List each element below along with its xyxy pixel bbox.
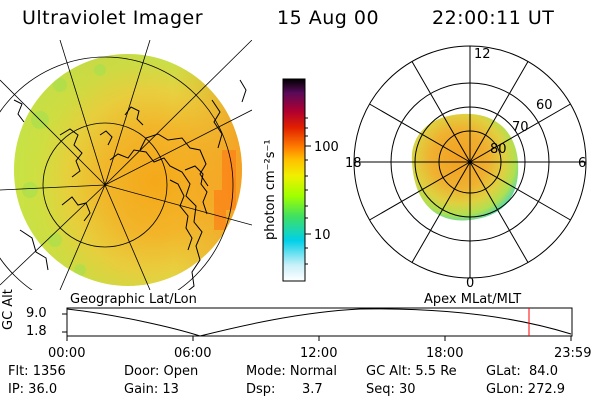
altitude-curve [66, 308, 572, 337]
mlt-12-label: 12 [474, 47, 491, 62]
mlat-60-label: 60 [536, 98, 553, 113]
geo-coastlines [13, 79, 247, 290]
mlt-6-label: 6 [578, 156, 587, 171]
polar-image [353, 45, 587, 279]
mlat-80-label: 80 [490, 142, 507, 157]
info-seq: Seq: 30 [366, 382, 416, 397]
orbit-xtick-0600: 06:00 [174, 346, 212, 361]
date-label: 15 Aug 00 [277, 7, 380, 29]
orbit-xtick-0000: 00:00 [48, 346, 86, 361]
mlat-70-label: 70 [512, 120, 529, 135]
colorbar-tick-10: 10 [314, 228, 331, 243]
info-dsp-label: Dsp: [246, 382, 276, 397]
orbit-xtick-1200: 12:00 [300, 346, 338, 361]
geo-panel-label: Geographic Lat/Lon [70, 292, 197, 307]
mlt-18-label: 18 [345, 156, 362, 171]
info-ip: IP: 36.0 [8, 382, 58, 397]
colorbar-unit-label: photon cm⁻²s⁻¹ [263, 139, 278, 240]
time-label: 22:00:11 UT [432, 7, 555, 29]
info-door: Door: Open [124, 364, 199, 379]
info-gain: Gain: 13 [124, 382, 179, 397]
info-glat: GLat: 84.0 [486, 364, 558, 379]
polar-grid [353, 45, 587, 279]
orbit-xtick-1800: 18:00 [426, 346, 464, 361]
info-gc-alt: GC Alt: 5.5 Re [366, 364, 457, 379]
info-dsp-value: 3.7 [302, 382, 323, 397]
geographic-image [0, 40, 252, 290]
orbit-ytick-min: 1.8 [26, 324, 47, 339]
geo-grid [0, 40, 252, 290]
instrument-title: Ultraviolet Imager [22, 7, 204, 29]
colorbar-scale [282, 78, 306, 282]
polar-panel-label: Apex MLat/MLT [424, 292, 522, 307]
mlt-0-label: 0 [466, 276, 475, 291]
orbit-altitude-plot [62, 307, 573, 341]
orbit-ylabel: GC Alt [1, 289, 16, 330]
orbit-ytick-max: 9.0 [26, 306, 47, 321]
colorbar-tick-100: 100 [314, 140, 339, 155]
orbit-xtick-2359: 23:59 [554, 346, 592, 361]
polar-aurora-image [411, 113, 519, 221]
info-mode: Mode: Normal [246, 364, 337, 379]
info-glon: GLon: 272.9 [486, 382, 566, 397]
colorbar [282, 78, 311, 282]
info-flight: Flt: 1356 [8, 364, 66, 379]
